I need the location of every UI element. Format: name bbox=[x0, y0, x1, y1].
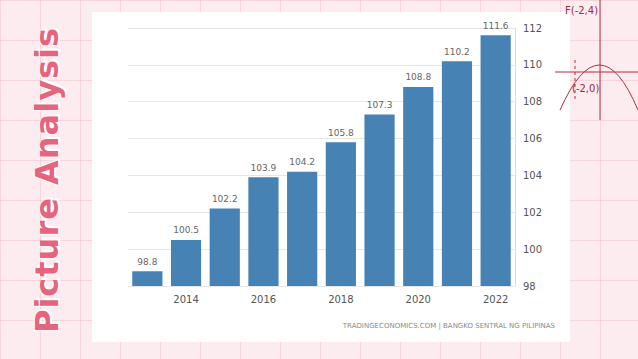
svg-text:100: 100 bbox=[523, 244, 542, 255]
svg-text:110.2: 110.2 bbox=[444, 47, 470, 57]
svg-text:2020: 2020 bbox=[406, 294, 431, 305]
svg-text:2014: 2014 bbox=[173, 294, 198, 305]
svg-text:98.8: 98.8 bbox=[137, 257, 157, 267]
svg-text:104.2: 104.2 bbox=[289, 157, 315, 167]
svg-text:105.8: 105.8 bbox=[328, 128, 354, 138]
svg-text:106: 106 bbox=[523, 133, 542, 144]
svg-text:100.5: 100.5 bbox=[173, 225, 199, 235]
svg-text:110: 110 bbox=[523, 59, 542, 70]
svg-text:F(-2,4): F(-2,4) bbox=[565, 5, 598, 16]
svg-text:2018: 2018 bbox=[328, 294, 353, 305]
svg-text:103.9: 103.9 bbox=[251, 163, 277, 173]
svg-text:(-2,0): (-2,0) bbox=[572, 83, 599, 94]
svg-text:111.6: 111.6 bbox=[483, 21, 509, 31]
svg-text:102: 102 bbox=[523, 207, 542, 218]
svg-text:108.8: 108.8 bbox=[405, 72, 431, 82]
svg-text:112: 112 bbox=[523, 23, 542, 34]
html-text:Picture Analysis: Picture Analysis bbox=[28, 26, 66, 334]
svg-text:107.3: 107.3 bbox=[367, 100, 393, 110]
svg-text:2022: 2022 bbox=[483, 294, 508, 305]
svg-text:108: 108 bbox=[523, 96, 542, 107]
svg-text:2016: 2016 bbox=[251, 294, 276, 305]
svg-text:TRADINGECONOMICS.COM | BANGKO: TRADINGECONOMICS.COM | BANGKO SENTRAL NG… bbox=[342, 322, 556, 330]
svg-text:102.2: 102.2 bbox=[212, 194, 238, 204]
svg-text:104: 104 bbox=[523, 170, 542, 181]
svg-text:98: 98 bbox=[523, 281, 536, 292]
